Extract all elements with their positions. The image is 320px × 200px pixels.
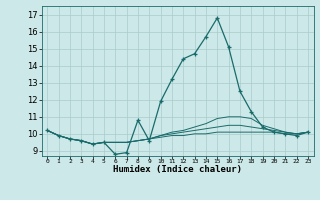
X-axis label: Humidex (Indice chaleur): Humidex (Indice chaleur) [113,165,242,174]
